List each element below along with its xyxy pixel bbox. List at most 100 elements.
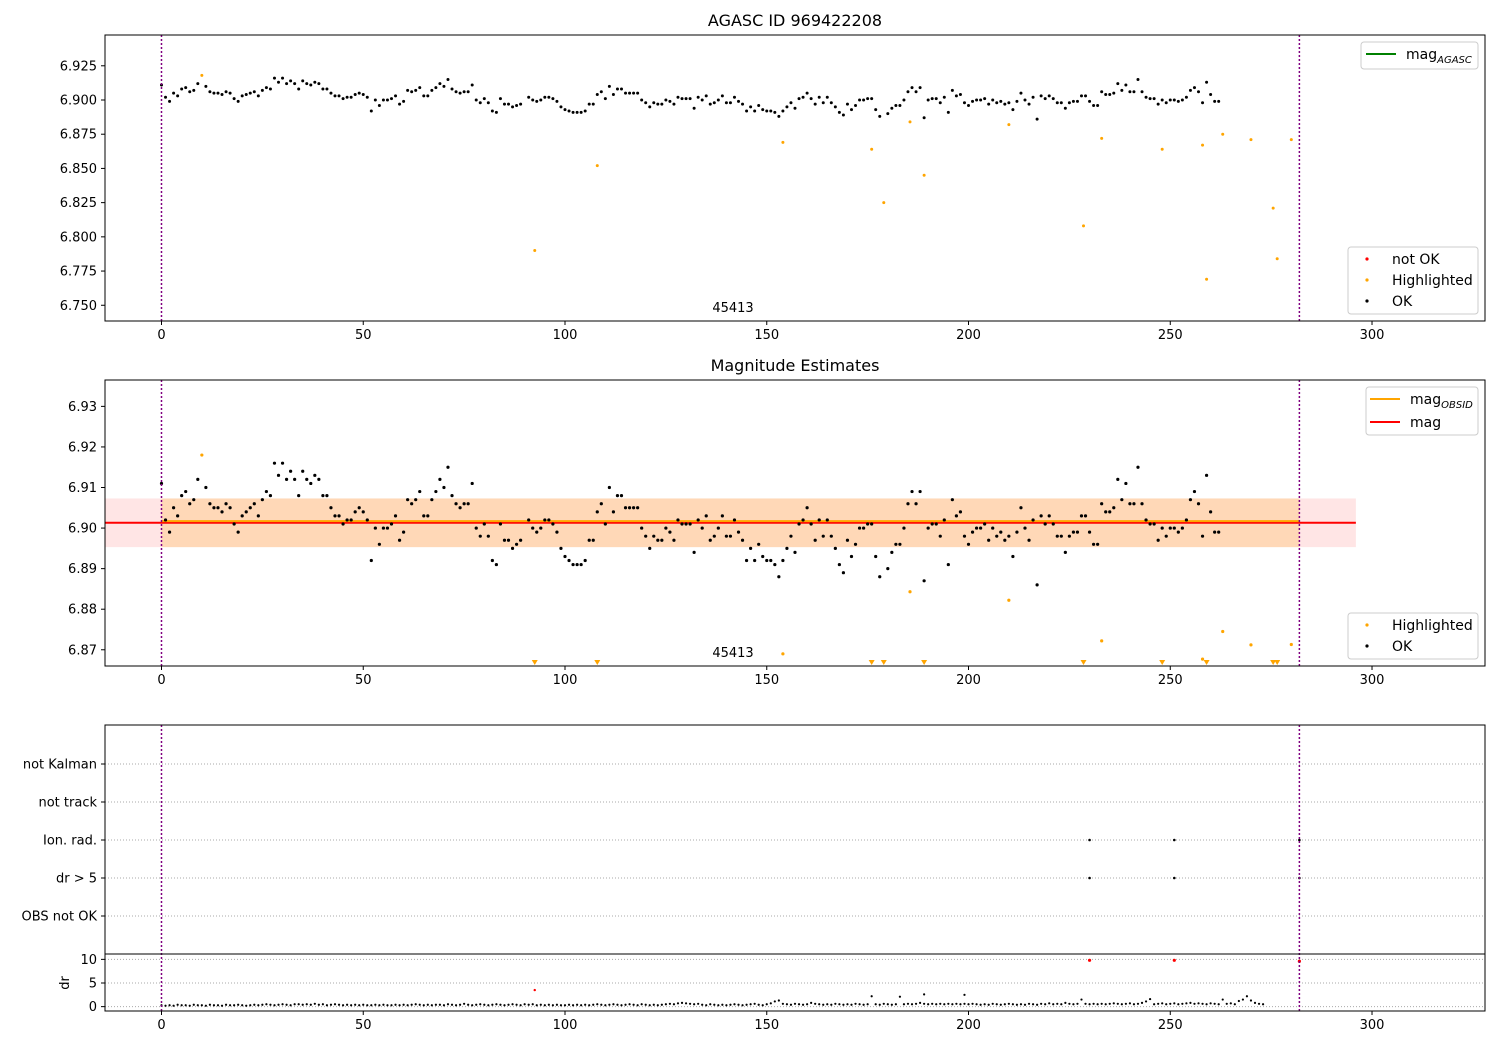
ok-point	[910, 86, 914, 90]
dr-point	[511, 1003, 514, 1006]
dr-point	[1060, 1003, 1063, 1006]
flag-point	[1172, 838, 1176, 842]
ok-point	[757, 103, 761, 107]
dr-point	[1052, 1003, 1055, 1006]
dr-point	[975, 1003, 978, 1006]
ok-point	[656, 538, 660, 542]
ok-point	[184, 489, 188, 494]
dr-point	[527, 1003, 530, 1006]
dr-point	[842, 1003, 845, 1006]
ok-point	[430, 498, 434, 502]
x-tick-label: 100	[553, 328, 578, 343]
dr-point	[644, 1003, 647, 1006]
dr-point	[1225, 1002, 1228, 1005]
ok-point	[563, 108, 567, 112]
highlighted-point	[908, 120, 912, 124]
ok-point	[1007, 534, 1011, 538]
highlighted-point	[1249, 138, 1253, 142]
ok-point	[1096, 542, 1100, 546]
ok-point	[898, 103, 902, 107]
ok-point	[894, 542, 898, 546]
ok-point	[1176, 99, 1180, 103]
ok-point	[983, 522, 987, 526]
ok-point	[837, 110, 841, 114]
ok-point	[732, 95, 736, 99]
ok-point	[502, 538, 507, 542]
dr-point	[850, 1003, 853, 1006]
dr-point	[648, 1004, 651, 1007]
lower-limit-marker	[868, 660, 875, 665]
dr-point	[1157, 1002, 1160, 1005]
ok-point	[1124, 481, 1128, 486]
ok-point	[240, 514, 244, 518]
ok-point	[248, 506, 252, 510]
ok-point	[337, 94, 341, 98]
highlighted-point	[922, 173, 926, 177]
ok-point	[979, 526, 983, 530]
dr-point	[1229, 1002, 1232, 1005]
dr-point	[1027, 1002, 1031, 1005]
ok-point	[632, 91, 636, 95]
ok-point	[547, 518, 551, 522]
ok-point	[829, 101, 833, 105]
dr-point	[834, 1002, 837, 1005]
ok-point	[1136, 465, 1140, 469]
ok-point	[192, 498, 196, 502]
ok-point	[1003, 102, 1007, 106]
ok-point	[1047, 514, 1051, 518]
agasc-title: AGASC ID 969422208	[708, 11, 882, 30]
dr-point	[188, 1004, 191, 1007]
dr-point	[224, 1003, 228, 1006]
ok-point	[212, 506, 216, 510]
ok-point	[845, 538, 850, 542]
ok-point	[563, 554, 567, 559]
ok-point	[785, 105, 789, 109]
x-tick-label: 150	[754, 673, 779, 688]
highlighted-point	[1200, 657, 1205, 661]
ok-point	[1176, 530, 1180, 534]
ok-point	[180, 87, 184, 91]
ok-point	[401, 530, 406, 534]
agasc-frame	[104, 34, 1486, 322]
dr-point	[1209, 1002, 1212, 1005]
ok-point	[1019, 506, 1023, 510]
dr-point	[434, 1003, 437, 1006]
dr-point	[806, 1003, 809, 1006]
dr-point	[943, 1003, 946, 1006]
ok-point	[1168, 526, 1172, 530]
dr-point	[475, 1003, 478, 1006]
x-tick-label: 200	[956, 673, 981, 688]
ok-point	[494, 562, 499, 567]
ok-point	[866, 522, 870, 526]
ok-point	[1043, 97, 1047, 101]
dr-point	[208, 1003, 212, 1006]
dr-point	[487, 1004, 490, 1007]
ok-point	[801, 95, 805, 99]
dr-point	[906, 1002, 910, 1005]
highlighted-point	[1289, 138, 1293, 142]
ok-point	[272, 76, 276, 80]
dr-point	[902, 1003, 906, 1006]
ok-point	[192, 88, 196, 92]
dr-point	[305, 1003, 308, 1006]
flag-row-label: not Kalman	[23, 758, 97, 773]
ok-point	[462, 90, 466, 94]
ok-point	[180, 494, 184, 498]
ok-point	[414, 498, 418, 502]
ok-point	[599, 502, 603, 506]
ok-point	[164, 95, 168, 99]
dr-point	[1213, 1002, 1216, 1005]
flag-point	[1172, 876, 1176, 880]
ok-point	[394, 94, 398, 98]
dr-point	[951, 1003, 954, 1006]
dr-point	[366, 1004, 369, 1007]
dr-point	[362, 1003, 365, 1006]
ok-point	[204, 485, 208, 490]
y-tick-label: 6.87	[68, 643, 97, 658]
x-tick-label: 200	[956, 1018, 981, 1033]
dr-point	[1197, 1002, 1200, 1005]
dr-point	[664, 1003, 667, 1006]
ok-point	[559, 105, 563, 109]
ok-point	[1091, 542, 1096, 546]
